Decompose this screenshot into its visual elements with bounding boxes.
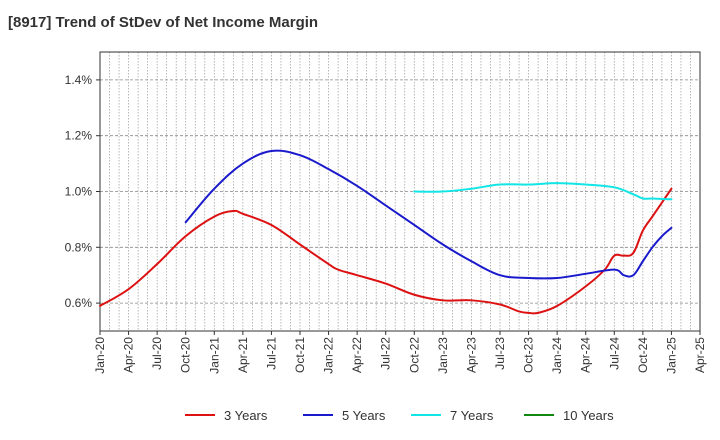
x-tick-label: Jul-20: [150, 337, 164, 370]
x-tick-label: Oct-23: [522, 337, 536, 373]
series-line-3: [413, 182, 673, 201]
series-line-1: [99, 187, 673, 315]
chart-title: [8917] Trend of StDev of Net Income Marg…: [8, 14, 319, 31]
x-tick-label: Apr-22: [350, 337, 364, 373]
x-tick-label: Jan-21: [207, 337, 221, 374]
x-tick-label: Apr-24: [579, 337, 593, 373]
x-tick-label: Jul-21: [264, 337, 278, 370]
y-tick-labels: 0.6% 0.8% 1.0% 1.2% 1.4%: [65, 73, 93, 310]
x-tick-label: Oct-24: [636, 337, 650, 373]
y-tick-label: 0.6%: [65, 296, 93, 310]
series-lines: [99, 149, 673, 315]
x-tick-label: Jan-20: [93, 337, 107, 374]
x-tick-label: Jan-23: [436, 337, 450, 374]
x-tick-label: Oct-21: [293, 337, 307, 373]
y-tick-label: 1.0%: [65, 185, 93, 199]
legend: 3 Years 5 Years 7 Years 10 Years: [185, 408, 614, 423]
legend-label-3: 7 Years: [450, 408, 494, 423]
x-tick-label: Jul-23: [493, 337, 507, 370]
x-tick-label: Apr-20: [122, 337, 136, 373]
y-tick-label: 1.2%: [65, 129, 93, 143]
legend-label-2: 5 Years: [342, 408, 386, 423]
x-tick-label: Jan-25: [664, 337, 678, 374]
x-tick-label: Oct-20: [179, 337, 193, 373]
x-tick-label: Apr-23: [464, 337, 478, 373]
y-tick-label: 0.8%: [65, 240, 93, 254]
axes: [96, 51, 701, 335]
x-tick-label: Apr-25: [693, 337, 707, 373]
series-line-2: [184, 149, 673, 280]
legend-label-1: 3 Years: [224, 408, 268, 423]
x-tick-label: Jul-22: [379, 337, 393, 370]
x-tick-label: Jan-22: [322, 337, 336, 374]
y-tick-label: 1.4%: [65, 73, 93, 87]
x-tick-label: Jul-24: [607, 337, 621, 370]
legend-label-4: 10 Years: [563, 408, 614, 423]
x-tick-labels: Jan-20 Apr-20 Jul-20 Oct-20 Jan-21 Apr-21 Jul-…: [93, 337, 707, 374]
x-tick-label: Jan-24: [550, 337, 564, 374]
x-tick-label: Apr-21: [236, 337, 250, 373]
x-tick-label: Oct-22: [407, 337, 421, 373]
grid: [100, 52, 700, 331]
